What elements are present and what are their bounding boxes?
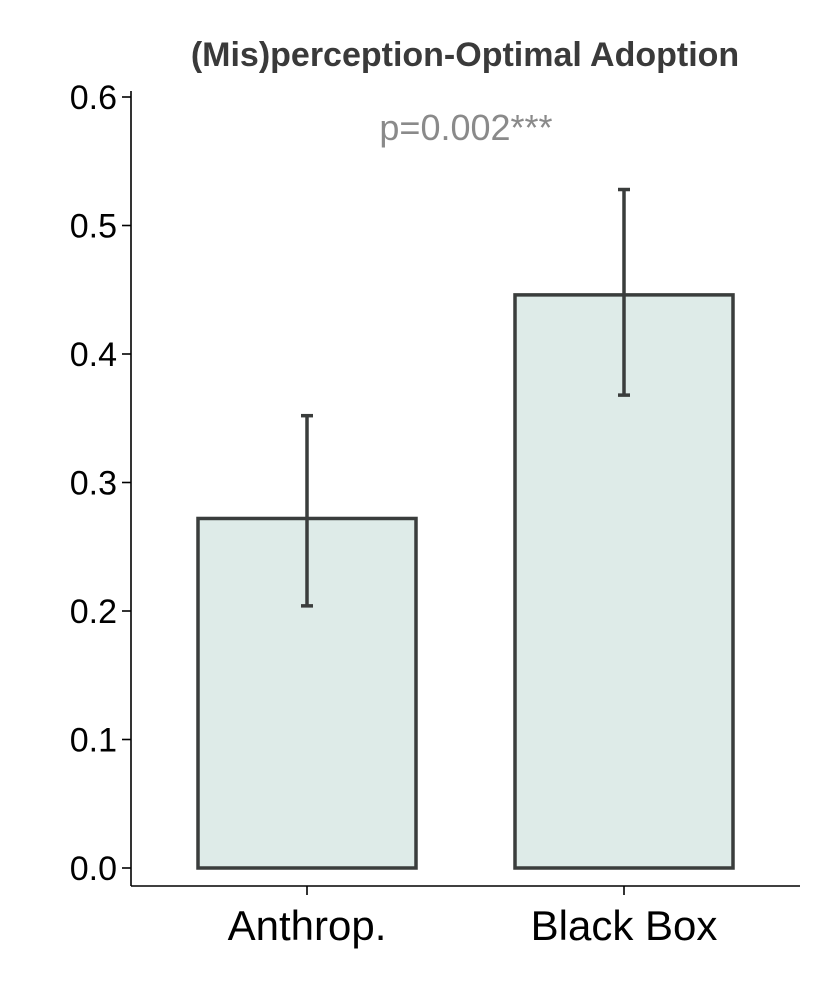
bars [196, 293, 735, 870]
tick-labels: 0.0 0.1 0.2 0.3 0.4 0.5 0.6 Anthrop. Black Box [70, 79, 718, 949]
y-tick-label-6: 0.6 [70, 79, 117, 117]
p-value-annotation: p=0.002*** [379, 107, 552, 148]
y-tick-label-1: 0.1 [70, 722, 117, 760]
y-tick-label-3: 0.3 [70, 465, 117, 503]
axes [122, 91, 800, 895]
y-tick-label-5: 0.5 [70, 208, 117, 246]
y-tick-label-0: 0.0 [70, 850, 117, 888]
y-tick-label-2: 0.2 [70, 593, 117, 631]
x-tick-label-1: Black Box [531, 902, 718, 949]
x-tick-label-0: Anthrop. [228, 902, 387, 949]
chart-title: (Mis)perception-Optimal Adoption [191, 36, 739, 74]
y-tick-label-4: 0.4 [70, 336, 117, 374]
error-bars [301, 187, 630, 608]
